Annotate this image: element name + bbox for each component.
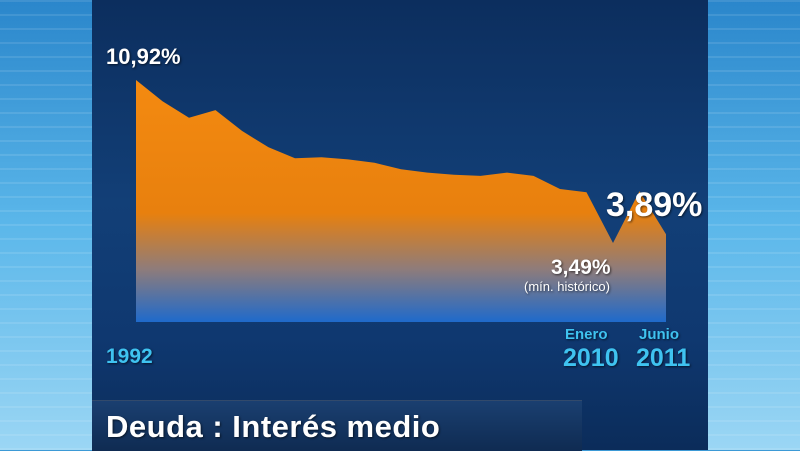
chart-title: Deuda : Interés medio xyxy=(106,409,440,445)
x-label-end-year: 2011 xyxy=(636,344,690,373)
end-value-label: 3,89% xyxy=(606,186,702,225)
x-label-min-year: 2010 xyxy=(563,344,619,373)
x-label-min-month: Enero xyxy=(565,326,608,343)
min-note-label: (mín. histórico) xyxy=(524,279,610,294)
x-label-start-year: 1992 xyxy=(106,345,153,369)
min-value-label: 3,49% xyxy=(551,256,611,280)
title-bar: Deuda : Interés medio xyxy=(92,400,582,451)
x-label-end-month: Junio xyxy=(639,326,679,343)
start-value-label: 10,92% xyxy=(106,44,181,70)
